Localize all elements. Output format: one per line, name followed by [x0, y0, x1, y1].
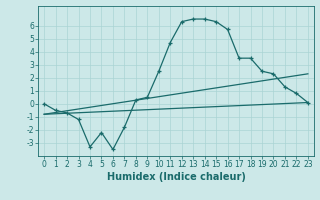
X-axis label: Humidex (Indice chaleur): Humidex (Indice chaleur) — [107, 172, 245, 182]
